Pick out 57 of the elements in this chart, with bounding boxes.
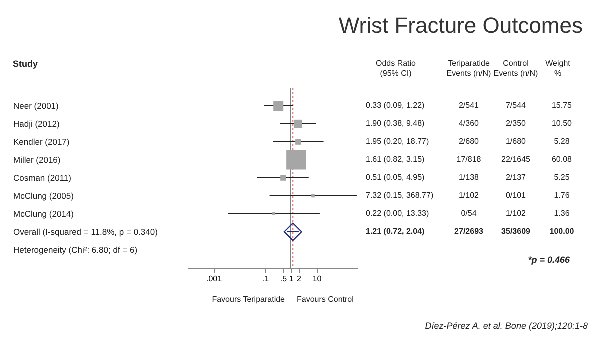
x-tick-label: .1 [262, 274, 270, 284]
text: 7/544 [506, 101, 527, 110]
text: 17/818 [456, 155, 482, 164]
text: 1/102 [458, 191, 480, 200]
text: 1.36 [554, 209, 570, 218]
text: Odds Ratio (95% CI) [376, 59, 417, 78]
text: Teriparatide Events (n/N) [446, 59, 492, 78]
y-tick-label: Cosman (2011) [14, 173, 72, 183]
x-tick-label: 2 [297, 274, 302, 284]
y-tick-label: Neer (2001) [14, 101, 60, 111]
text: 5.25 [554, 173, 570, 182]
text: 2/541 [458, 101, 480, 110]
text: 1.21 (0.72, 2.04) [366, 227, 426, 236]
text: 1.90 (0.38, 9.48) [366, 119, 426, 128]
y-tick-label: Heterogeneity (Chi²: 6.80; df = 6) [14, 245, 138, 255]
text: 15.75 [552, 101, 573, 110]
y-tick-label: Overall (I-squared = 11.8%, p = 0.340) [14, 227, 158, 237]
text: 1/138 [458, 173, 480, 182]
text: 0.51 (0.05, 4.95) [366, 173, 426, 182]
x-tick-label: .001 [206, 274, 223, 284]
text: 0/54 [461, 209, 478, 218]
text: Weight % [546, 59, 572, 78]
text: 0.22 (0.00, 13.33) [366, 209, 430, 218]
y-tick-label: Hadji (2012) [14, 119, 60, 129]
text: 0/101 [506, 191, 527, 200]
text: Control Events (n/N) [494, 59, 539, 78]
text: 22/1645 [502, 155, 532, 164]
y-tick-label: McClung (2005) [14, 191, 74, 201]
x-tick-label: 1 [289, 274, 294, 284]
y-axis-title: Study [13, 59, 38, 69]
text: Wrist Fracture Outcomes [338, 13, 583, 38]
text: 1.61 (0.82, 3.15) [366, 155, 426, 164]
y-tick-label: McClung (2014) [14, 209, 74, 219]
text: 4/360 [458, 119, 480, 128]
text: 27/2693 [454, 227, 484, 236]
text: 2/680 [458, 137, 480, 146]
text: 5.28 [554, 137, 570, 146]
text: Díez-Pérez A. et al. Bone (2019);120:1-8 [425, 321, 588, 331]
x-tick-label: 10 [312, 274, 322, 284]
text: 100.00 [550, 227, 575, 236]
text: 35/3609 [502, 227, 532, 236]
y-tick-label: Miller (2016) [14, 155, 61, 165]
text: 2/350 [506, 119, 527, 128]
text: 1.95 (0.20, 18.77) [366, 137, 430, 146]
text: 1/680 [506, 137, 527, 146]
text: 2/137 [506, 173, 527, 182]
text: 7.32 (0.15, 368.77) [366, 191, 434, 200]
text: 0.33 (0.09, 1.22) [366, 101, 426, 110]
text: *p = 0.466 [528, 255, 571, 265]
x-tick-label: .5 [280, 274, 288, 284]
text: 1.76 [554, 191, 570, 200]
y-tick-label: Kendler (2017) [14, 137, 70, 147]
text: 1/102 [506, 209, 527, 218]
text: Favours Teriparatide [212, 295, 286, 304]
text: 60.08 [552, 155, 573, 164]
text: 10.50 [552, 119, 573, 128]
text: Favours Control [297, 295, 354, 304]
